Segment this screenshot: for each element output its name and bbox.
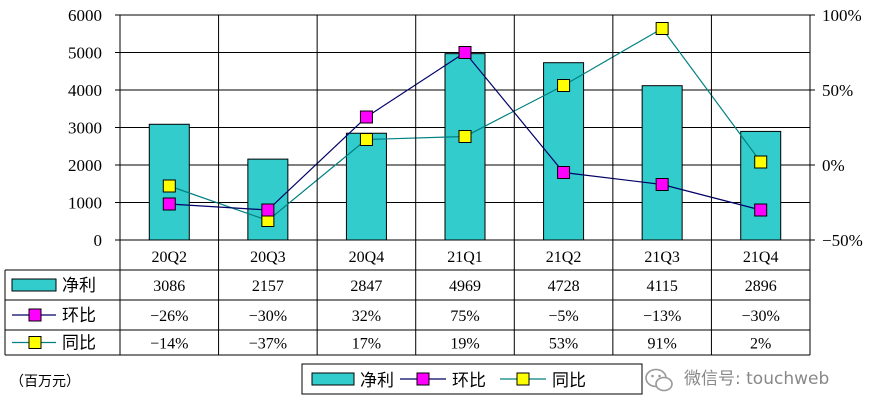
table-cell: 4728 (548, 278, 580, 295)
huanbi-marker-21Q3 (655, 178, 669, 191)
bar-21Q3 (641, 85, 683, 241)
category-label: 21Q3 (644, 249, 680, 266)
huanbi-marker-21Q1 (458, 46, 472, 59)
table-cell: −26% (150, 308, 188, 325)
table-cell: −5% (548, 308, 578, 325)
legend-key-marker (416, 372, 430, 386)
tongbi-marker-21Q3 (655, 22, 669, 35)
left-tick-label: 2000 (68, 156, 102, 175)
table-cell: 4115 (646, 278, 677, 295)
left-tick-label: 3000 (68, 119, 102, 138)
bar-20Q3 (247, 158, 289, 241)
legend-key-bar (311, 372, 355, 386)
table-cell: 3086 (153, 278, 185, 295)
table-cell: 2847 (350, 278, 382, 295)
table-cell: −30% (742, 308, 780, 325)
table-cell: 17% (352, 336, 381, 353)
row-label: 同比 (62, 334, 96, 354)
tongbi-marker-20Q4 (359, 133, 373, 146)
left-tick-label: 0 (94, 231, 103, 250)
table-cell: 53% (549, 336, 578, 353)
row-key-marker (28, 336, 42, 349)
left-tick-label: 1000 (68, 194, 102, 213)
tongbi-marker-21Q1 (458, 130, 472, 143)
watermark-text: 微信号: touchweb (684, 369, 829, 389)
table-cell: −37% (249, 336, 287, 353)
left-tick-label: 5000 (68, 44, 102, 63)
legend-label: 同比 (552, 371, 586, 391)
data-table: 20Q2 20Q3 20Q4 21Q1 21Q2 21Q3 21Q4 净利 3086 2157 28… (4, 15, 811, 356)
left-axis-ticks: 0 1000 2000 3000 4000 5000 6000 (68, 6, 120, 250)
tongbi-marker-21Q2 (557, 79, 571, 92)
table-cell: 2896 (745, 278, 777, 295)
left-tick-label: 4000 (68, 81, 102, 100)
table-cell: 75% (450, 308, 479, 325)
category-label: 20Q2 (152, 249, 188, 266)
right-axis-ticks: −50% 0% 50% 100% (810, 6, 863, 250)
bar-20Q4 (345, 132, 387, 241)
legend-key-marker (516, 372, 530, 386)
right-tick-label: 50% (822, 81, 853, 100)
left-tick-label: 6000 (68, 6, 102, 25)
table-cell: 32% (352, 308, 381, 325)
category-label: 20Q3 (250, 249, 286, 266)
tongbi-marker-21Q4 (754, 155, 768, 169)
category-label: 21Q4 (743, 249, 779, 266)
wechat-icon (645, 368, 673, 392)
huanbi-marker-21Q4 (754, 203, 768, 217)
watermark: 微信号: touchweb (645, 368, 829, 392)
table-cell: −13% (643, 308, 681, 325)
legend-label: 净利 (360, 371, 394, 391)
row-key-bar (11, 278, 57, 292)
huanbi-marker-20Q4 (359, 110, 373, 124)
category-label: 21Q2 (546, 249, 582, 266)
huanbi-marker-20Q2 (162, 197, 176, 211)
row-label: 环比 (62, 306, 96, 326)
unit-note: （百万元） (10, 374, 80, 390)
tongbi-marker-20Q2 (162, 179, 176, 193)
right-tick-label: −50% (822, 231, 863, 250)
bar-21Q4 (740, 130, 782, 241)
table-cell: 19% (450, 336, 479, 353)
bar-21Q1 (444, 53, 486, 241)
legend-box (301, 363, 643, 395)
table-cell: 4969 (449, 278, 481, 295)
table-cell: −14% (150, 336, 188, 353)
table-cell: 2% (750, 336, 771, 353)
legend-label: 环比 (452, 371, 486, 391)
table-cell: 2157 (252, 278, 284, 295)
huanbi-marker-21Q2 (557, 166, 571, 179)
row-label: 净利 (62, 276, 96, 296)
right-tick-label: 0% (822, 156, 845, 175)
legend: 净利 环比 同比 (301, 363, 643, 395)
right-tick-label: 100% (822, 6, 862, 25)
category-label: 20Q4 (349, 249, 385, 266)
category-label: 21Q1 (447, 249, 483, 266)
table-cell: −30% (249, 308, 287, 325)
row-key-marker (28, 308, 42, 322)
huanbi-marker-20Q3 (261, 203, 275, 217)
series-lines (162, 22, 768, 227)
table-cell: 91% (647, 336, 676, 353)
